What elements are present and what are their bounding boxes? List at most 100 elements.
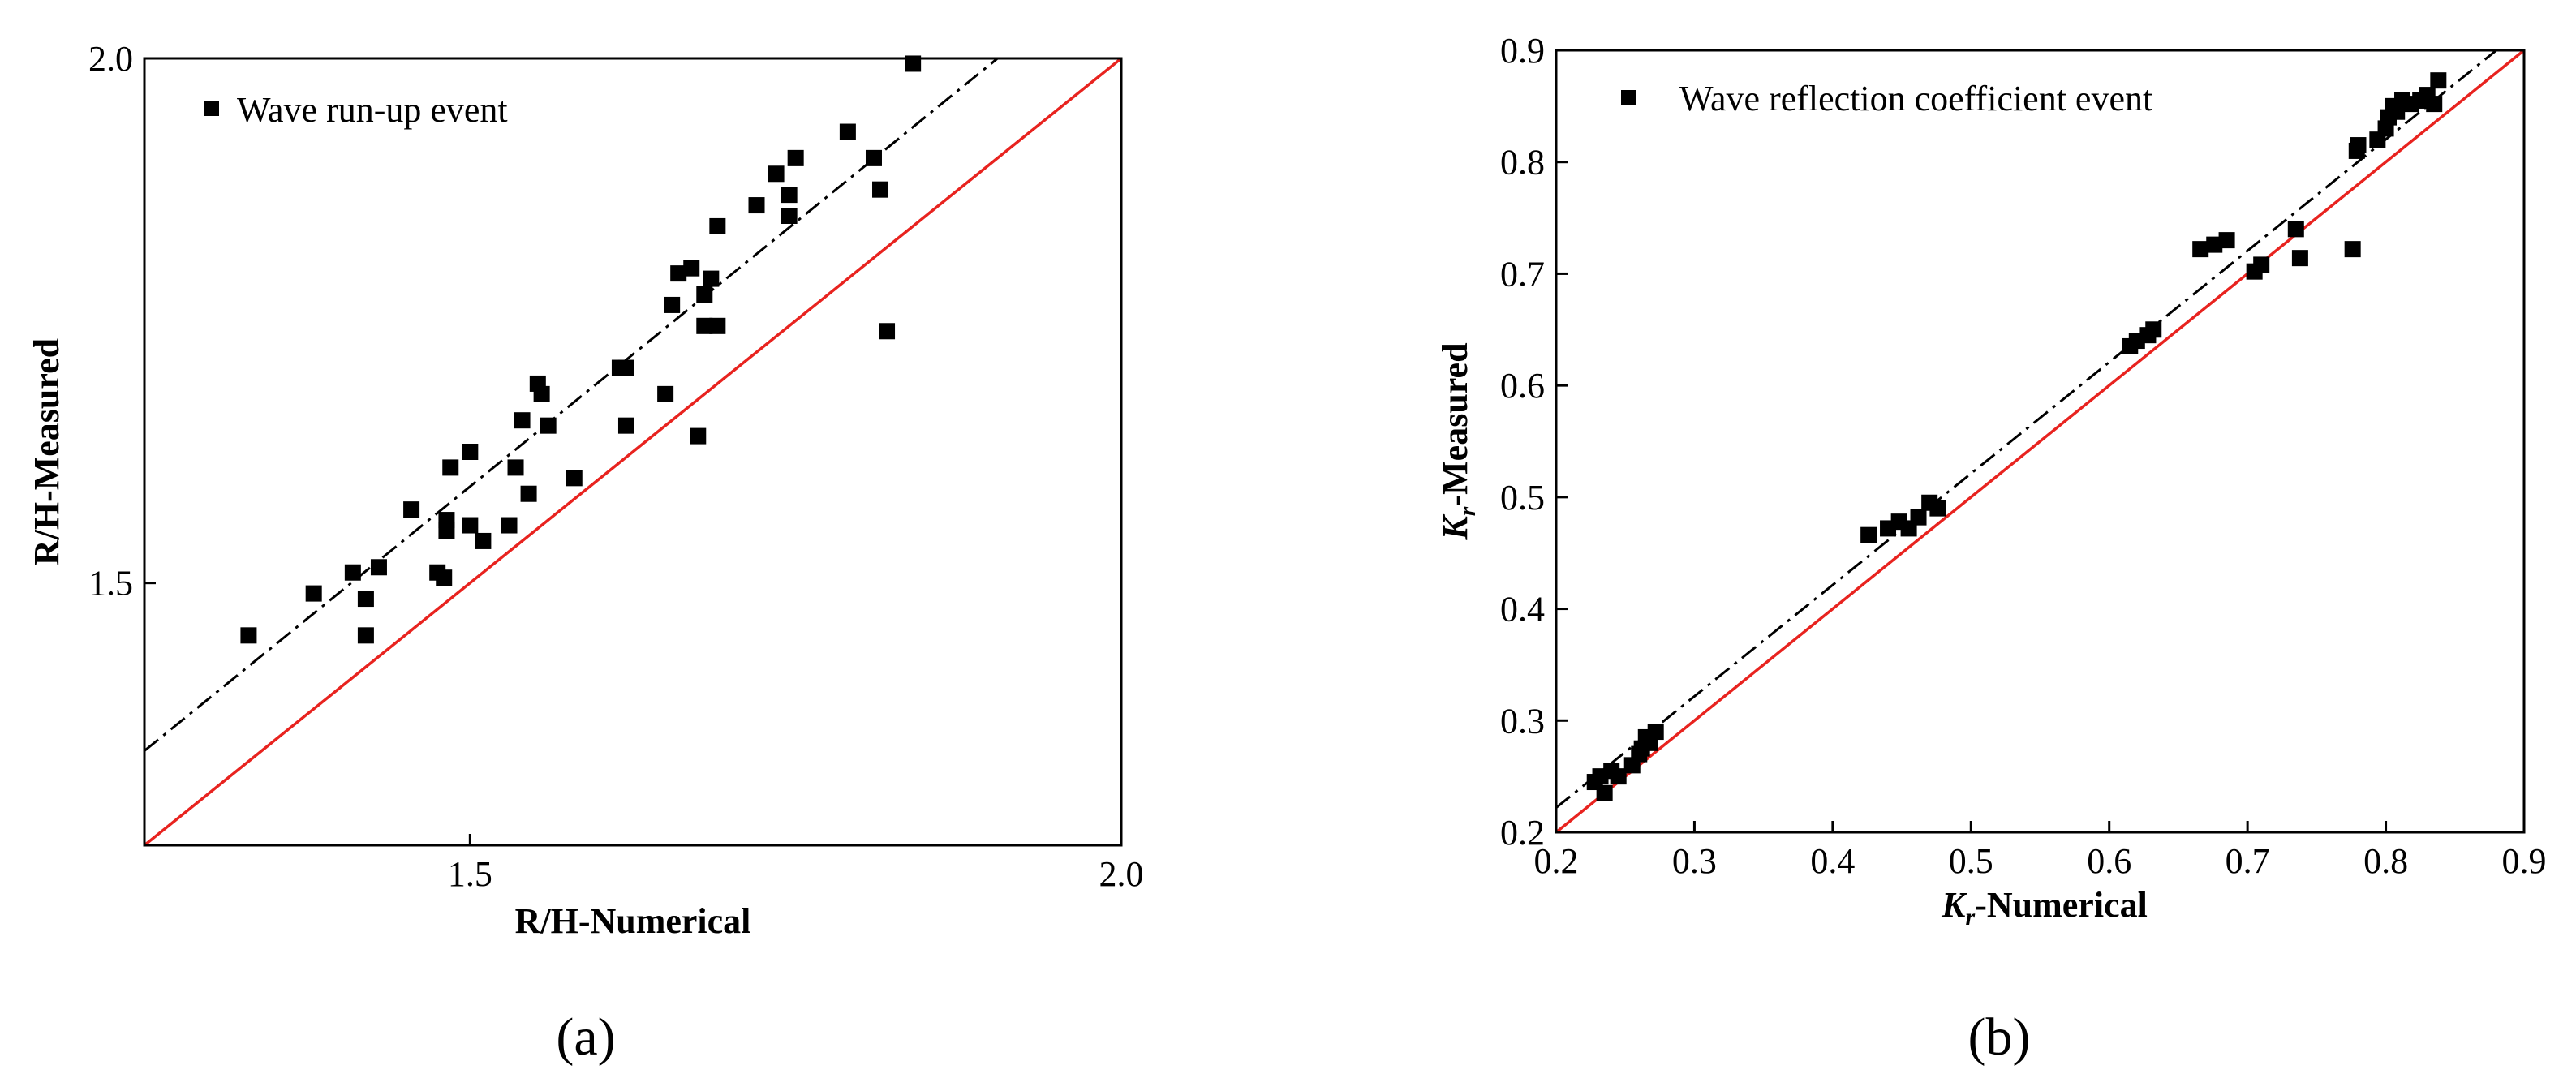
panel-b-plot-frame bbox=[1555, 49, 2526, 834]
data-point-a bbox=[768, 165, 785, 183]
panel-b: 0.2 0.3 0.4 0.5 0.6 0.7 0.8 0.9 0.2 0.3 0.4 0.5 0.6 0… bbox=[1435, 31, 2547, 1067]
data-point-a bbox=[839, 123, 856, 140]
data-point-a bbox=[617, 417, 634, 434]
data-point-a bbox=[462, 517, 479, 534]
panel-b-x-axis-subscript: r bbox=[1966, 904, 1976, 930]
data-point-b bbox=[2192, 241, 2209, 258]
x-tick-label-b: 0.6 bbox=[2087, 841, 2131, 881]
data-point-a bbox=[344, 564, 361, 581]
data-point-b bbox=[1596, 784, 1613, 801]
data-point-a bbox=[670, 265, 687, 282]
x-tick-label-b: 0.5 bbox=[1949, 841, 1993, 881]
panel-a-legend: Wave run-up event bbox=[204, 90, 508, 130]
legend-label-a: Wave run-up event bbox=[237, 90, 508, 130]
legend-label-b: Wave reflection coefficient event bbox=[1679, 79, 2152, 118]
panel-b-x-axis-symbol: K bbox=[1941, 885, 1967, 925]
y-tick-label-a: 2.0 bbox=[88, 39, 133, 79]
x-tick-label-a: 1.5 bbox=[448, 854, 492, 894]
data-point-b bbox=[2206, 236, 2223, 253]
data-point-a bbox=[370, 559, 387, 576]
panel-a-markers bbox=[240, 55, 922, 644]
legend-marker-b bbox=[1621, 90, 1636, 105]
panel-a-plot-frame bbox=[143, 57, 1123, 847]
data-point-a bbox=[305, 585, 322, 602]
x-tick-label-a: 2.0 bbox=[1099, 854, 1144, 894]
legend-marker-a bbox=[204, 101, 219, 116]
data-point-b bbox=[1929, 500, 1946, 517]
reference-line-a bbox=[144, 58, 1121, 845]
panel-b-lines bbox=[1556, 50, 2524, 832]
data-point-b bbox=[2145, 321, 2162, 338]
y-tick-label-b: 0.6 bbox=[1500, 366, 1545, 406]
data-point-b bbox=[2253, 256, 2270, 273]
data-point-a bbox=[709, 217, 726, 234]
panel-b-y-axis-symbol: K bbox=[1435, 514, 1475, 541]
data-point-a bbox=[690, 427, 707, 445]
data-point-a bbox=[438, 522, 455, 539]
data-point-a bbox=[566, 470, 583, 487]
data-point-a bbox=[442, 459, 459, 476]
data-point-a bbox=[703, 270, 720, 287]
data-point-a bbox=[748, 197, 765, 214]
y-tick-label-b: 0.9 bbox=[1500, 31, 1545, 71]
data-point-a bbox=[664, 296, 681, 313]
data-point-a bbox=[872, 181, 889, 198]
y-tick-label-b: 0.2 bbox=[1500, 813, 1545, 853]
data-point-b bbox=[2426, 96, 2443, 113]
data-point-b bbox=[2344, 241, 2361, 258]
panel-b-markers bbox=[1586, 72, 2447, 801]
panel-b-x-axis-rest: -Numerical bbox=[1975, 885, 2148, 925]
data-point-a bbox=[403, 501, 420, 518]
y-tick-label-b: 0.4 bbox=[1500, 590, 1545, 629]
data-point-a bbox=[514, 412, 531, 429]
data-point-a bbox=[781, 208, 798, 224]
data-point-a bbox=[787, 149, 804, 166]
panel-a: 1.5 2.0 1.5 2.0 Wave run-up event R/H-Numer… bbox=[27, 39, 1144, 1067]
panel-a-y-axis-title: R/H-Measured bbox=[27, 338, 67, 565]
data-point-a bbox=[696, 317, 713, 334]
data-point-b bbox=[2350, 137, 2367, 154]
data-point-b bbox=[2430, 72, 2447, 89]
panel-b-y-axis-subscript: r bbox=[1454, 506, 1481, 516]
data-point-a bbox=[617, 359, 634, 376]
data-point-b bbox=[1860, 526, 1877, 543]
data-point-a bbox=[865, 149, 882, 166]
data-point-a bbox=[462, 444, 479, 460]
data-point-a bbox=[357, 591, 374, 608]
data-point-a bbox=[240, 627, 257, 644]
panel-a-caption: (a) bbox=[556, 1007, 615, 1067]
x-tick-label-b: 0.8 bbox=[2363, 841, 2408, 881]
x-tick-label-b: 0.4 bbox=[1810, 841, 1855, 881]
data-point-a bbox=[905, 55, 922, 72]
y-tick-label-a: 1.5 bbox=[88, 564, 133, 604]
panel-b-caption: (b) bbox=[1968, 1007, 2031, 1067]
data-point-a bbox=[520, 485, 537, 502]
data-point-b bbox=[1647, 724, 1664, 741]
panel-b-y-axis-title: Kr-Measured bbox=[1435, 342, 1481, 540]
panel-b-ticks: 0.2 0.3 0.4 0.5 0.6 0.7 0.8 0.9 0.2 0.3 0.4 0.5 0.6 0… bbox=[1500, 31, 2547, 881]
data-point-b bbox=[2287, 221, 2304, 238]
y-tick-label-b: 0.8 bbox=[1500, 143, 1545, 183]
panel-a-ticks: 1.5 2.0 1.5 2.0 bbox=[88, 39, 1144, 894]
panel-b-x-axis-title: Kr-Numerical bbox=[1941, 885, 2148, 930]
panel-a-x-axis-title: R/H-Numerical bbox=[515, 901, 751, 941]
data-point-a bbox=[696, 286, 713, 303]
data-point-b bbox=[1910, 509, 1927, 526]
data-point-a bbox=[533, 385, 550, 402]
data-point-a bbox=[540, 417, 557, 434]
x-tick-label-b: 0.7 bbox=[2226, 841, 2270, 881]
data-point-a bbox=[879, 323, 896, 340]
y-tick-label-b: 0.7 bbox=[1500, 254, 1545, 294]
y-tick-label-b: 0.5 bbox=[1500, 478, 1545, 518]
panel-a-lines bbox=[144, 58, 1121, 845]
fit-line-a bbox=[144, 58, 999, 752]
y-tick-label-b: 0.3 bbox=[1500, 701, 1545, 741]
data-point-a bbox=[781, 187, 798, 204]
fit-line-b bbox=[1556, 50, 2497, 809]
data-point-b bbox=[1610, 768, 1627, 785]
x-tick-label-b: 0.9 bbox=[2502, 841, 2547, 881]
data-point-a bbox=[507, 459, 524, 476]
data-point-a bbox=[357, 627, 374, 644]
x-tick-label-b: 0.3 bbox=[1672, 841, 1717, 881]
